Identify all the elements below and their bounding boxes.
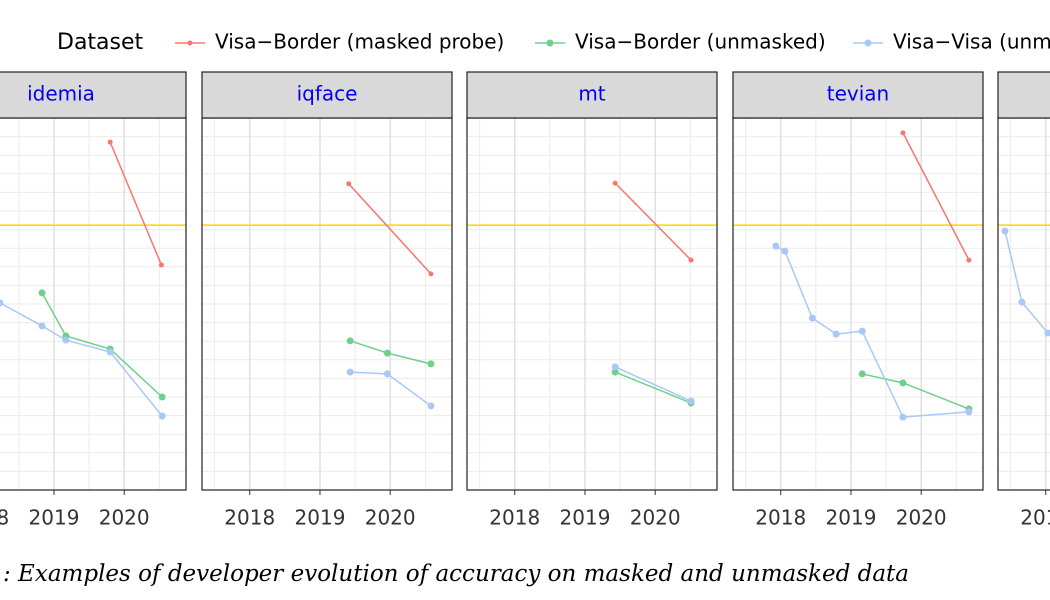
point (899, 379, 907, 387)
point (772, 242, 780, 250)
legend-dot (864, 39, 872, 47)
legend-title: Dataset (57, 30, 144, 55)
point (858, 327, 866, 335)
x-tick-label: 2020 (896, 506, 947, 530)
point (900, 130, 906, 136)
panel-border (997, 117, 1050, 491)
legend-label: Visa−Border (unmasked) (575, 30, 826, 54)
strip (0, 71, 187, 119)
series-line (348, 183, 432, 275)
point (346, 181, 352, 187)
point (158, 262, 164, 268)
legend-dot (187, 40, 193, 46)
series-line (41, 292, 163, 398)
x-tick-label: 2019 (560, 506, 611, 530)
legend-label: Visa−Border (masked probe) (215, 30, 504, 54)
point (1044, 329, 1050, 337)
point (781, 247, 789, 255)
point (688, 257, 694, 263)
point (832, 330, 840, 338)
point (38, 322, 46, 330)
strip-label: mt (578, 82, 605, 106)
point (858, 370, 866, 378)
point (427, 360, 435, 368)
facet: 2018 2019 2020 iqface (201, 71, 453, 530)
point (808, 314, 816, 322)
x-tick-label: 2018 (224, 506, 275, 530)
x-tick-label: 2020 (630, 506, 681, 530)
point (1018, 298, 1026, 306)
point (966, 257, 972, 263)
series-line (614, 182, 692, 261)
x-tick-label: 2019 (29, 506, 80, 530)
point (62, 336, 70, 344)
strip-label: tevian (827, 82, 889, 106)
x-tick-label: 2018 (1020, 506, 1050, 530)
point (383, 370, 391, 378)
strip-label: idemia (27, 82, 95, 106)
point (158, 412, 166, 420)
x-tick-label: 2019 (295, 506, 346, 530)
x-tick-label: 2018 (0, 506, 9, 530)
strip (997, 71, 1050, 119)
strip-label: iqface (297, 82, 358, 106)
legend-label: Visa−Visa (unm (893, 30, 1050, 54)
point (346, 337, 354, 345)
facet: 2018 2019 2020 mt (466, 71, 718, 530)
point (427, 402, 435, 410)
point (611, 368, 619, 376)
point (1001, 227, 1009, 235)
point (428, 271, 434, 277)
point (612, 180, 618, 186)
point (106, 348, 114, 356)
x-tick-label: 2018 (755, 506, 806, 530)
point (107, 139, 113, 145)
legend-dot (546, 39, 554, 47)
strip (201, 71, 453, 119)
x-tick-label: 2020 (99, 506, 150, 530)
strip (732, 71, 984, 119)
point (346, 368, 354, 376)
x-tick-label: 2020 (365, 506, 416, 530)
point (899, 413, 907, 421)
series-line (614, 371, 692, 404)
point (611, 363, 619, 371)
caption: : Examples of developer evolution of acc… (3, 561, 909, 587)
point (158, 393, 166, 401)
point (383, 349, 391, 357)
point (0, 299, 4, 307)
series-line (614, 366, 692, 402)
series-line (109, 141, 163, 266)
point (38, 289, 46, 297)
facet: 2018 2019 2020 idemia (0, 71, 187, 530)
point (965, 408, 973, 416)
facet: 2018 2019 2020 tevian (732, 71, 984, 530)
x-tick-label: 2018 (489, 506, 540, 530)
strip (466, 71, 718, 119)
point (687, 397, 695, 405)
x-tick-label: 2019 (826, 506, 877, 530)
series-line (902, 132, 970, 261)
